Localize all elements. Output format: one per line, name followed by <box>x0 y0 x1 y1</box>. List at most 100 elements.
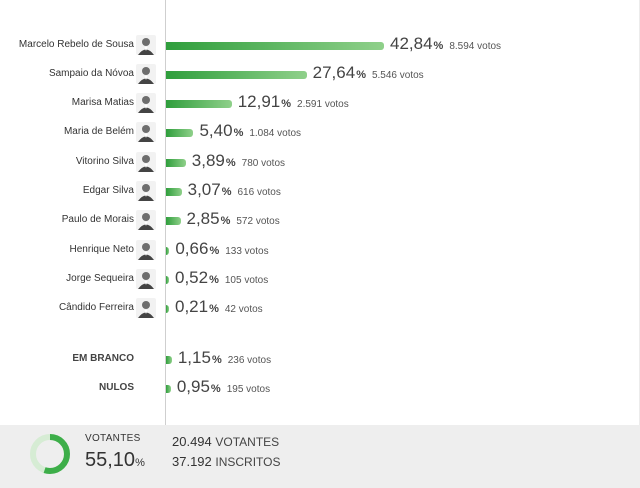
result-value: 2,85% 572 votos <box>187 209 280 229</box>
candidate-row: Jorge Sequeira 0,52% 105 votos <box>0 267 640 293</box>
percent-value: 3,89 <box>191 151 225 170</box>
votes-count: 236 votos <box>227 355 272 366</box>
candidate-photo <box>136 93 156 113</box>
result-bar <box>166 42 384 50</box>
votes-count: 133 votos <box>225 246 269 257</box>
result-bar <box>166 71 307 79</box>
percent-sign: % <box>211 354 222 366</box>
percent-sign: % <box>225 157 236 169</box>
registered-stat: 37.192 INSCRITOS <box>172 454 281 469</box>
votes-count: 780 votos <box>241 158 286 169</box>
candidate-name: Vitorino Silva <box>75 156 134 167</box>
percent-value: 42,84 <box>390 34 433 53</box>
candidate-photo <box>136 181 156 201</box>
percent-value: 0,66 <box>175 239 209 258</box>
candidate-row: Henrique Neto 0,66% 133 votos <box>0 238 640 264</box>
candidate-photo <box>136 122 156 142</box>
percent-value: 2,85 <box>186 209 220 228</box>
turnout-number: 55,10 <box>85 449 136 471</box>
result-value: 1,15% 236 votos <box>178 348 271 368</box>
result-value: 27,64% 5.546 votos <box>313 63 424 83</box>
turnout-value: 55,10% <box>85 449 145 472</box>
results-chart: Marcelo Rebelo de Sousa 42,84% 8.594 votos… <box>0 0 640 425</box>
result-bar <box>166 159 186 167</box>
result-bar <box>166 247 170 255</box>
registered-number: 37.192 <box>172 454 212 469</box>
candidate-photo <box>136 240 156 260</box>
percent-sign: % <box>233 127 244 139</box>
candidate-row: Marisa Matias 12,91% 2.591 votos <box>0 91 640 117</box>
result-value: 5,40% 1.084 votos <box>199 121 301 141</box>
candidate-name: Marcelo Rebelo de Sousa <box>18 39 134 50</box>
candidate-photo <box>136 298 156 318</box>
turnout-summary: VOTANTES 55,10% 20.494 VOTANTES 37.192 I… <box>0 425 640 488</box>
votes-count: 5.546 votos <box>371 70 424 81</box>
percent-sign: % <box>209 274 219 286</box>
turnout-donut <box>30 434 70 474</box>
result-bar <box>166 356 172 364</box>
candidate-name: Henrique Neto <box>69 244 134 255</box>
candidate-name: Maria de Belém <box>63 126 134 137</box>
percent-value: 27,64 <box>312 63 356 82</box>
candidate-row: Edgar Silva 3,07% 616 votos <box>0 179 640 205</box>
candidate-photo <box>136 35 156 55</box>
percent-value: 0,95 <box>176 377 210 396</box>
votes-count: 42 votos <box>224 304 263 315</box>
candidate-photo <box>136 269 156 289</box>
votes-count: 572 votos <box>236 216 280 227</box>
candidate-photo <box>136 64 156 84</box>
result-bar <box>166 276 169 284</box>
percent-value: 12,91 <box>237 92 281 111</box>
candidate-row: Sampaio da Nóvoa 27,64% 5.546 votos <box>0 62 640 88</box>
percent-sign: % <box>433 40 444 52</box>
candidate-photo <box>136 152 156 172</box>
candidate-name: Sampaio da Nóvoa <box>48 68 134 79</box>
result-value: 42,84% 8.594 votos <box>390 34 501 54</box>
turnout-percent-sign: % <box>135 457 145 469</box>
percent-value: 5,40 <box>199 121 233 140</box>
percent-value: 1,15 <box>177 348 211 367</box>
candidate-name: Edgar Silva <box>82 185 134 196</box>
candidate-row: NULOS 0,95% 195 votos <box>0 376 640 402</box>
candidate-name: Marisa Matias <box>71 97 134 108</box>
candidate-name: NULOS <box>99 382 134 393</box>
votes-count: 616 votos <box>237 187 281 198</box>
percent-value: 0,52 <box>175 268 209 287</box>
percent-value: 3,07 <box>187 180 221 199</box>
voters-label: VOTANTES <box>215 435 280 449</box>
result-bar <box>166 385 171 393</box>
result-value: 3,89% 780 votos <box>192 151 285 171</box>
candidate-row: Cândido Ferreira 0,21% 42 votos <box>0 296 640 322</box>
percent-sign: % <box>221 186 232 198</box>
percent-sign: % <box>210 383 221 395</box>
voters-number: 20.494 <box>172 434 212 449</box>
result-value: 0,21% 42 votos <box>175 297 263 317</box>
votes-count: 2.591 votos <box>297 99 349 110</box>
candidate-row: Paulo de Morais 2,85% 572 votos <box>0 208 640 234</box>
result-bar <box>166 129 194 137</box>
percent-sign: % <box>281 98 292 110</box>
candidate-name: Cândido Ferreira <box>58 302 134 313</box>
result-bar <box>166 188 182 196</box>
result-bar <box>166 217 181 225</box>
votes-count: 195 votos <box>226 384 271 395</box>
percent-sign: % <box>209 245 220 257</box>
candidate-row: Maria de Belém 5,40% 1.084 votos <box>0 120 640 146</box>
percent-sign: % <box>209 303 219 315</box>
candidate-name: Paulo de Morais <box>61 214 134 225</box>
percent-sign: % <box>220 215 231 227</box>
candidate-photo <box>136 210 156 230</box>
percent-sign: % <box>356 69 366 81</box>
candidate-name: Jorge Sequeira <box>66 273 134 284</box>
candidate-row: Marcelo Rebelo de Sousa 42,84% 8.594 votos <box>0 33 640 59</box>
result-value: 0,95% 195 votos <box>177 377 270 397</box>
result-bar <box>166 100 232 108</box>
votes-count: 105 votos <box>224 275 269 286</box>
result-value: 12,91% 2.591 votos <box>238 92 349 112</box>
result-bar <box>166 305 169 313</box>
candidate-name: EM BRANCO <box>72 353 134 364</box>
turnout-label: VOTANTES <box>85 433 141 444</box>
percent-value: 0,21 <box>175 297 209 316</box>
result-value: 0,52% 105 votos <box>175 268 268 288</box>
registered-label: INSCRITOS <box>215 455 281 469</box>
